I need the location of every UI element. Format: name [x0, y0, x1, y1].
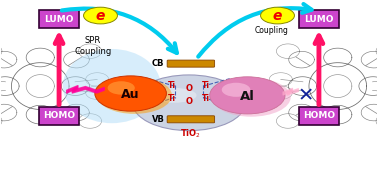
- Text: Ti: Ti: [168, 81, 176, 90]
- Text: HOMO: HOMO: [303, 111, 335, 120]
- Text: Ti: Ti: [168, 94, 176, 103]
- Circle shape: [133, 75, 245, 131]
- Text: LUMO: LUMO: [44, 15, 74, 24]
- FancyBboxPatch shape: [39, 10, 79, 28]
- Text: ✕: ✕: [297, 87, 314, 106]
- Circle shape: [260, 7, 294, 24]
- Text: Al: Al: [240, 90, 255, 103]
- Text: e: e: [273, 9, 282, 23]
- Text: Ti: Ti: [202, 94, 210, 103]
- Text: CB: CB: [152, 59, 164, 68]
- Circle shape: [222, 83, 250, 97]
- Text: O: O: [186, 97, 192, 106]
- Text: HOMO: HOMO: [43, 111, 75, 120]
- Text: SPR
Coupling: SPR Coupling: [74, 36, 112, 56]
- Text: O: O: [186, 84, 192, 93]
- Ellipse shape: [63, 49, 161, 123]
- Circle shape: [212, 78, 291, 117]
- FancyBboxPatch shape: [299, 107, 339, 125]
- Ellipse shape: [151, 88, 197, 103]
- FancyBboxPatch shape: [39, 107, 79, 125]
- Text: LUMO: LUMO: [304, 15, 334, 24]
- Circle shape: [97, 77, 172, 114]
- Circle shape: [84, 7, 118, 24]
- Text: TiO$_2$: TiO$_2$: [180, 127, 201, 140]
- Circle shape: [210, 77, 285, 114]
- Text: e: e: [96, 9, 105, 23]
- Circle shape: [108, 81, 135, 95]
- Text: No
Coupling: No Coupling: [255, 15, 289, 35]
- Text: Au: Au: [121, 88, 140, 101]
- Circle shape: [95, 76, 166, 111]
- FancyBboxPatch shape: [299, 10, 339, 28]
- Text: Ti: Ti: [202, 81, 210, 90]
- FancyBboxPatch shape: [167, 116, 215, 123]
- Text: VB: VB: [152, 115, 164, 124]
- FancyBboxPatch shape: [167, 60, 215, 67]
